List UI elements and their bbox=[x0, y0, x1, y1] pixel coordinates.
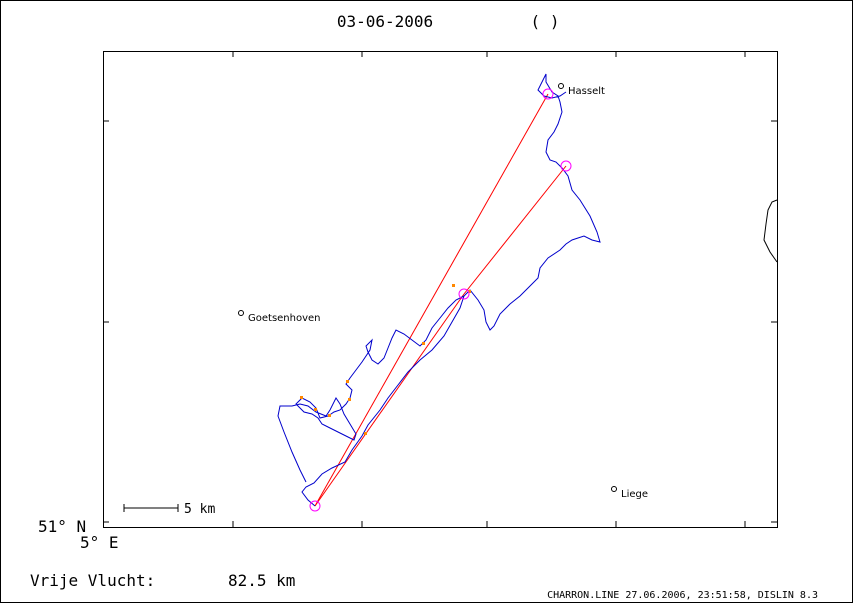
gps-track bbox=[301, 73, 601, 507]
task-legs bbox=[314, 93, 567, 507]
turnpoints bbox=[309, 88, 572, 512]
city-label: Hasselt bbox=[568, 86, 605, 97]
start-point bbox=[309, 500, 321, 512]
latitude-label: 51° N bbox=[38, 517, 86, 536]
credit-line: CHARRON.LINE 27.06.2006, 23:51:58, DISLI… bbox=[547, 590, 818, 601]
country-border bbox=[763, 199, 778, 263]
map-ticks bbox=[103, 51, 777, 527]
distance-caption: Vrije Vlucht: bbox=[30, 571, 155, 590]
task-leg-1 bbox=[314, 93, 549, 507]
city-hasselt: Hasselt bbox=[558, 83, 605, 97]
longitude-label: 5° E bbox=[80, 533, 119, 552]
turnpoint-1 bbox=[542, 88, 554, 100]
task-leg-2 bbox=[314, 293, 465, 507]
city-goetsenhoven: Goetsenhoven bbox=[238, 310, 321, 324]
map-frame bbox=[103, 51, 778, 528]
scale-bar: 5 km bbox=[123, 502, 215, 517]
turnpoint-2 bbox=[458, 288, 470, 300]
city-label: Goetsenhoven bbox=[248, 313, 321, 324]
city-marker-icon bbox=[611, 486, 617, 492]
flight-date: 03-06-2006 bbox=[337, 12, 433, 31]
map-plot-area: Hasselt Goetsenhoven Liege 5 km bbox=[103, 51, 778, 528]
city-marker-icon bbox=[238, 310, 244, 316]
city-label: Liege bbox=[621, 489, 648, 500]
city-liege: Liege bbox=[611, 486, 648, 500]
scale-label: 5 km bbox=[184, 502, 215, 517]
distance-value: 82.5 km bbox=[228, 571, 295, 590]
track-markers bbox=[300, 284, 471, 435]
city-marker-icon bbox=[558, 83, 564, 89]
pilot-name: ( ) bbox=[531, 12, 560, 31]
task-leg-3 bbox=[463, 165, 567, 295]
turnpoint-3 bbox=[560, 160, 572, 172]
